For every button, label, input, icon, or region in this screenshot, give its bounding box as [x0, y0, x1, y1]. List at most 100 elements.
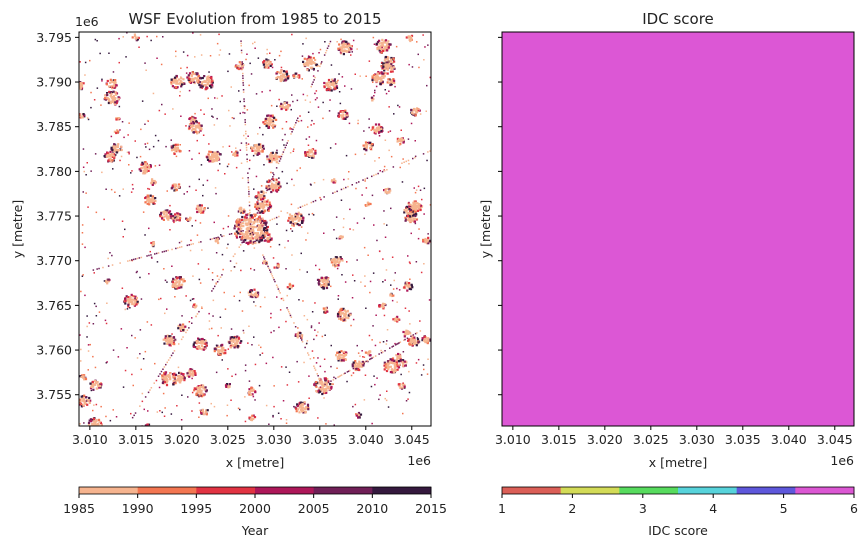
- settlement-pixel: [259, 202, 262, 205]
- settlement-pixel: [235, 166, 238, 169]
- settlement-pixel: [257, 291, 260, 294]
- road-pixel: [299, 335, 301, 337]
- settlement-pixel: [412, 338, 415, 341]
- settlement-pixel: [204, 80, 207, 84]
- settlement-pixel: [312, 152, 315, 155]
- settlement-pixel: [80, 348, 82, 351]
- settlement-pixel: [173, 343, 176, 346]
- settlement-pixel: [81, 275, 84, 277]
- settlement-pixel: [348, 171, 350, 173]
- settlement-pixel: [254, 205, 257, 208]
- settlement-pixel: [404, 219, 407, 222]
- settlement-pixel: [298, 406, 301, 409]
- idc-raster: [502, 32, 854, 426]
- settlement-pixel: [268, 205, 272, 209]
- settlement-pixel: [213, 348, 217, 351]
- settlement-pixel: [170, 139, 172, 141]
- settlement-pixel: [268, 159, 271, 163]
- settlement-pixel: [191, 117, 194, 120]
- settlement-pixel: [394, 272, 396, 274]
- settlement-pixel: [260, 198, 263, 201]
- settlement-pixel: [237, 407, 240, 410]
- settlement-pixel: [391, 61, 394, 64]
- settlement-pixel: [267, 207, 270, 210]
- settlement-pixel: [144, 143, 146, 145]
- settlement-pixel: [352, 361, 355, 364]
- settlement-pixel: [278, 76, 282, 79]
- settlement-pixel: [242, 111, 244, 114]
- settlement-pixel: [131, 298, 134, 301]
- settlement-pixel: [154, 134, 157, 137]
- settlement-pixel: [79, 114, 81, 117]
- settlement-pixel: [113, 102, 116, 106]
- settlement-pixel: [90, 385, 93, 389]
- settlement-pixel: [256, 217, 260, 220]
- road-pixel: [245, 144, 248, 147]
- road-pixel: [278, 160, 281, 162]
- settlement-pixel: [391, 357, 395, 360]
- settlement-pixel: [88, 396, 91, 400]
- settlement-pixel: [114, 101, 117, 104]
- settlement-pixel: [304, 154, 307, 157]
- settlement-pixel: [335, 82, 338, 85]
- settlement-pixel: [381, 44, 385, 47]
- settlement-pixel: [366, 202, 370, 205]
- road-pixel: [300, 337, 302, 339]
- settlement-pixel: [262, 207, 265, 210]
- settlement-pixel: [364, 351, 367, 354]
- settlement-pixel: [345, 50, 349, 53]
- settlement-pixel: [244, 396, 246, 398]
- settlement-pixel: [194, 219, 197, 222]
- settlement-pixel: [283, 144, 285, 146]
- road-pixel: [371, 357, 373, 359]
- settlement-pixel: [296, 336, 299, 339]
- settlement-pixel: [175, 183, 178, 186]
- road-pixel: [407, 159, 410, 162]
- settlement-pixel: [190, 77, 193, 80]
- settlement-pixel: [408, 261, 411, 263]
- road-pixel: [399, 341, 402, 343]
- settlement-pixel: [264, 119, 267, 122]
- settlement-pixel: [403, 385, 406, 388]
- settlement-pixel: [208, 143, 210, 145]
- settlement-pixel: [271, 151, 274, 154]
- road-pixel: [326, 47, 329, 49]
- road-pixel: [378, 353, 380, 355]
- settlement-pixel: [265, 65, 268, 68]
- settlement-pixel: [354, 360, 357, 363]
- settlement-pixel: [275, 151, 278, 154]
- settlement-pixel: [83, 394, 86, 397]
- settlement-pixel: [100, 426, 102, 428]
- settlement-pixel: [281, 74, 284, 77]
- settlement-pixel: [407, 35, 410, 38]
- settlement-pixel: [100, 405, 102, 408]
- road-pixel: [321, 61, 323, 63]
- road-pixel: [166, 361, 168, 364]
- settlement-pixel: [158, 164, 161, 166]
- settlement-pixel: [134, 34, 137, 37]
- settlement-pixel: [126, 151, 129, 154]
- settlement-pixel: [387, 131, 390, 133]
- settlement-pixel: [381, 303, 384, 307]
- settlement-pixel: [313, 62, 316, 65]
- settlement-pixel: [407, 339, 410, 342]
- settlement-pixel: [269, 52, 271, 54]
- settlement-pixel: [389, 83, 392, 87]
- settlement-pixel: [152, 200, 155, 203]
- settlement-pixel: [169, 204, 171, 207]
- settlement-pixel: [201, 339, 204, 342]
- settlement-pixel: [330, 387, 333, 390]
- settlement-pixel: [375, 85, 378, 88]
- settlement-pixel: [378, 124, 381, 128]
- settlement-pixel: [320, 388, 323, 391]
- settlement-pixel: [239, 220, 242, 223]
- settlement-pixel: [290, 108, 292, 111]
- settlement-pixel: [227, 368, 229, 370]
- settlement-pixel: [385, 399, 388, 402]
- settlement-pixel: [243, 134, 245, 137]
- settlement-pixel: [247, 226, 251, 229]
- settlement-pixel: [363, 356, 366, 358]
- settlement-pixel: [409, 286, 412, 289]
- settlement-pixel: [305, 61, 309, 64]
- settlement-pixel: [405, 207, 407, 209]
